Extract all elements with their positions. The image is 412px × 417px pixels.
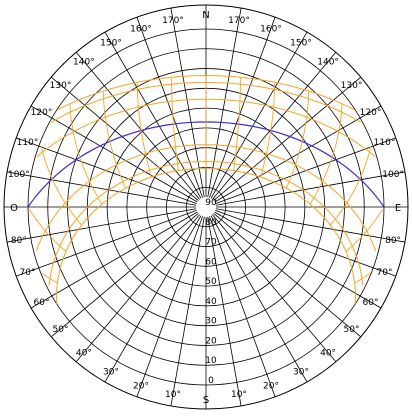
azimuth-label: 110°: [17, 138, 39, 148]
altitude-label: 70: [205, 238, 217, 248]
azimuth-label: 100°: [8, 170, 30, 180]
hour-line: [102, 91, 127, 189]
azimuth-label: 100°: [382, 170, 404, 180]
azimuth-label: 110°: [374, 138, 396, 148]
cardinal-west: O: [10, 203, 18, 214]
altitude-label: 80: [205, 218, 217, 228]
azimuth-line: [214, 211, 382, 309]
azimuth-line: [209, 17, 276, 198]
azimuth-line: [51, 213, 199, 338]
azimuth-label: 130°: [50, 81, 72, 91]
azimuth-line: [207, 7, 242, 198]
hour-line: [136, 83, 152, 178]
altitude-label: 20: [205, 336, 217, 346]
azimuth-label: 40°: [76, 349, 92, 359]
azimuth-label: 150°: [290, 39, 312, 49]
azimuth-label: 30°: [103, 368, 119, 378]
azimuth-label: 70°: [20, 268, 36, 278]
azimuth-line: [209, 216, 276, 397]
azimuth-line: [212, 52, 337, 200]
azimuth-line: [16, 210, 197, 277]
hour-line: [69, 104, 103, 205]
azimuth-label: 50°: [53, 325, 69, 335]
cardinal-east: E: [395, 203, 401, 214]
azimuth-label: 140°: [73, 58, 95, 68]
azimuth-label: 170°: [228, 16, 250, 26]
azimuth-line: [213, 76, 361, 201]
azimuth-label: 20°: [263, 382, 279, 392]
azimuth-line: [213, 213, 361, 338]
azimuth-line: [215, 208, 406, 243]
azimuth-line: [207, 216, 242, 407]
hour-line: [28, 208, 67, 252]
altitude-label: 0: [208, 376, 214, 386]
sun-path: [56, 75, 356, 111]
chart-labels: N S E O 10° 10° 20° 20° 30° 30° 40° 40° 50° 50° 60° 60°…: [8, 10, 404, 406]
azimuth-line: [210, 31, 308, 199]
hour-line: [330, 145, 372, 226]
azimuth-line: [215, 210, 396, 277]
hour-line: [260, 83, 276, 178]
azimuth-label: 130°: [341, 81, 363, 91]
azimuth-label: 30°: [293, 368, 309, 378]
azimuth-label: 10°: [231, 390, 247, 400]
azimuth-label: 50°: [344, 325, 360, 335]
azimuth-line: [210, 215, 308, 383]
cardinal-north: N: [202, 10, 209, 21]
altitude-label: 30: [205, 317, 217, 327]
azimuth-line: [212, 214, 337, 362]
hour-line: [354, 272, 371, 284]
hour-line: [41, 272, 58, 284]
azimuth-label: 120°: [360, 108, 382, 118]
azimuth-label: 170°: [162, 16, 184, 26]
azimuth-line: [6, 171, 197, 206]
azimuth-label: 10°: [165, 390, 181, 400]
azimuth-line: [170, 216, 205, 407]
azimuth-line: [136, 216, 203, 397]
altitude-label: 10: [205, 356, 217, 366]
azimuth-label: 150°: [100, 39, 122, 49]
azimuth-line: [214, 105, 382, 203]
altitude-label: 90: [205, 198, 217, 208]
hour-line: [171, 78, 179, 171]
sun-path-curves: [27, 75, 385, 305]
azimuth-line: [30, 211, 198, 309]
azimuth-label: 40°: [320, 349, 336, 359]
hour-line: [233, 78, 241, 171]
azimuth-line: [30, 105, 198, 203]
azimuth-line: [6, 208, 197, 243]
azimuth-label: 160°: [260, 25, 282, 35]
altitude-label: 40: [205, 297, 217, 307]
azimuth-line: [136, 17, 203, 198]
azimuth-label: 20°: [133, 382, 149, 392]
azimuth-label: 70°: [377, 268, 393, 278]
hour-line: [285, 91, 310, 189]
azimuth-label: 80°: [11, 236, 27, 246]
cardinal-south: S: [203, 395, 209, 406]
hour-line: [345, 208, 384, 252]
azimuth-label: 60°: [34, 298, 50, 308]
azimuth-label: 60°: [363, 298, 379, 308]
altitude-label: 50: [205, 277, 217, 287]
azimuth-label: 160°: [130, 25, 152, 35]
azimuth-line: [215, 171, 406, 206]
azimuth-line: [75, 214, 200, 362]
hour-line: [40, 145, 82, 226]
azimuth-label: 80°: [385, 236, 401, 246]
azimuth-line: [51, 76, 199, 201]
azimuth-line: [170, 7, 205, 198]
azimuth-line: [75, 52, 200, 200]
hour-line: [309, 104, 343, 205]
azimuth-label: 140°: [317, 58, 339, 68]
azimuth-line: [104, 215, 202, 383]
azimuth-label: 120°: [31, 108, 53, 118]
azimuth-line: [104, 31, 202, 199]
altitude-label: 60: [205, 257, 217, 267]
